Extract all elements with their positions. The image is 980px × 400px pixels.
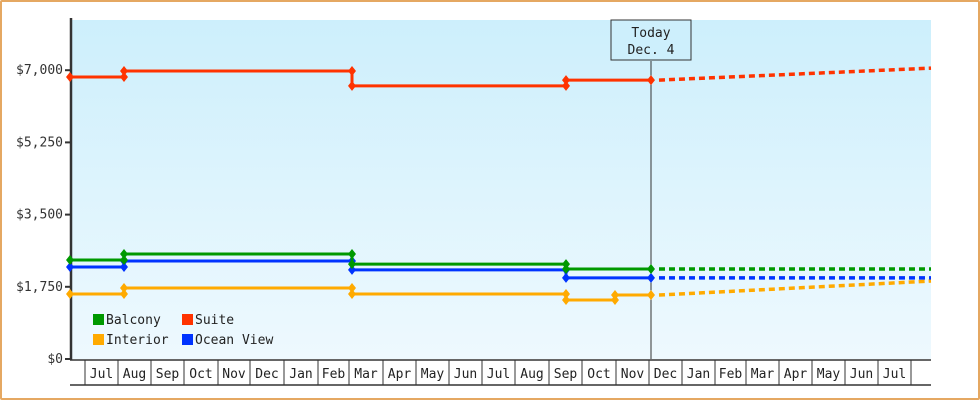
x-tick-label: Nov	[621, 367, 645, 382]
x-tick-label: Feb	[719, 367, 743, 382]
today-label: Today	[631, 26, 670, 41]
today-date: Dec. 4	[628, 43, 675, 58]
x-tick-label: Jun	[850, 367, 873, 382]
legend-swatch	[93, 314, 104, 325]
legend: Balcony Suite Interior Ocean View	[93, 313, 273, 348]
x-tick-label: Jan	[687, 367, 710, 382]
y-tick-label: $0	[47, 352, 63, 367]
x-tick-label: Jul	[883, 367, 906, 382]
x-tick-label: Aug	[123, 367, 146, 382]
y-tick-label: $5,250	[16, 135, 63, 150]
x-tick-label: Jan	[289, 367, 312, 382]
x-tick-label: Mar	[354, 367, 378, 382]
x-tick-label: Sep	[554, 367, 578, 382]
x-tick-label: Dec	[654, 367, 677, 382]
series-suite	[66, 66, 932, 91]
legend-label: Suite	[195, 313, 234, 328]
legend-item-balcony: Balcony	[93, 313, 161, 328]
legend-swatch	[182, 314, 193, 325]
y-tick-label: $1,750	[16, 280, 63, 295]
legend-swatch	[182, 334, 193, 345]
legend-item-ocean-view: Ocean View	[182, 333, 273, 348]
x-tick-label: Apr	[388, 367, 412, 382]
x-tick-label: Nov	[222, 367, 246, 382]
x-tick-label: Sep	[156, 367, 180, 382]
y-tick-label: $3,500	[16, 208, 63, 223]
x-tick-label: Apr	[784, 367, 808, 382]
x-tick-label: Aug	[520, 367, 543, 382]
legend-label: Interior	[106, 333, 169, 348]
x-axis: Jul Aug Sep Oct Nov Dec Jan Feb Mar Apr May Jun Jul A…	[70, 359, 931, 386]
x-tick-label: Jul	[487, 367, 510, 382]
x-tick-label: Mar	[751, 367, 775, 382]
x-tick-label: May	[817, 367, 841, 382]
x-tick-label: May	[421, 367, 445, 382]
plot-area	[71, 20, 931, 359]
series-balcony	[66, 249, 931, 275]
series-interior	[66, 279, 932, 306]
x-tick-label: Jun	[454, 367, 477, 382]
x-tick-label: Dec	[255, 367, 278, 382]
legend-label: Ocean View	[195, 333, 273, 348]
legend-swatch	[93, 334, 104, 345]
x-tick-label: Oct	[587, 367, 610, 382]
today-marker: Today Dec. 4	[610, 19, 692, 359]
series-lines	[66, 66, 932, 306]
y-axis: $0 $1,750 $3,500 $5,250 $7,000	[16, 18, 73, 367]
legend-label: Balcony	[106, 313, 161, 328]
x-tick-label: Oct	[189, 367, 212, 382]
y-tick-label: $7,000	[16, 63, 63, 78]
x-tick-label: Jul	[90, 367, 113, 382]
x-tick-label: Feb	[322, 367, 346, 382]
legend-item-suite: Suite	[182, 313, 234, 328]
legend-item-interior: Interior	[93, 333, 169, 348]
